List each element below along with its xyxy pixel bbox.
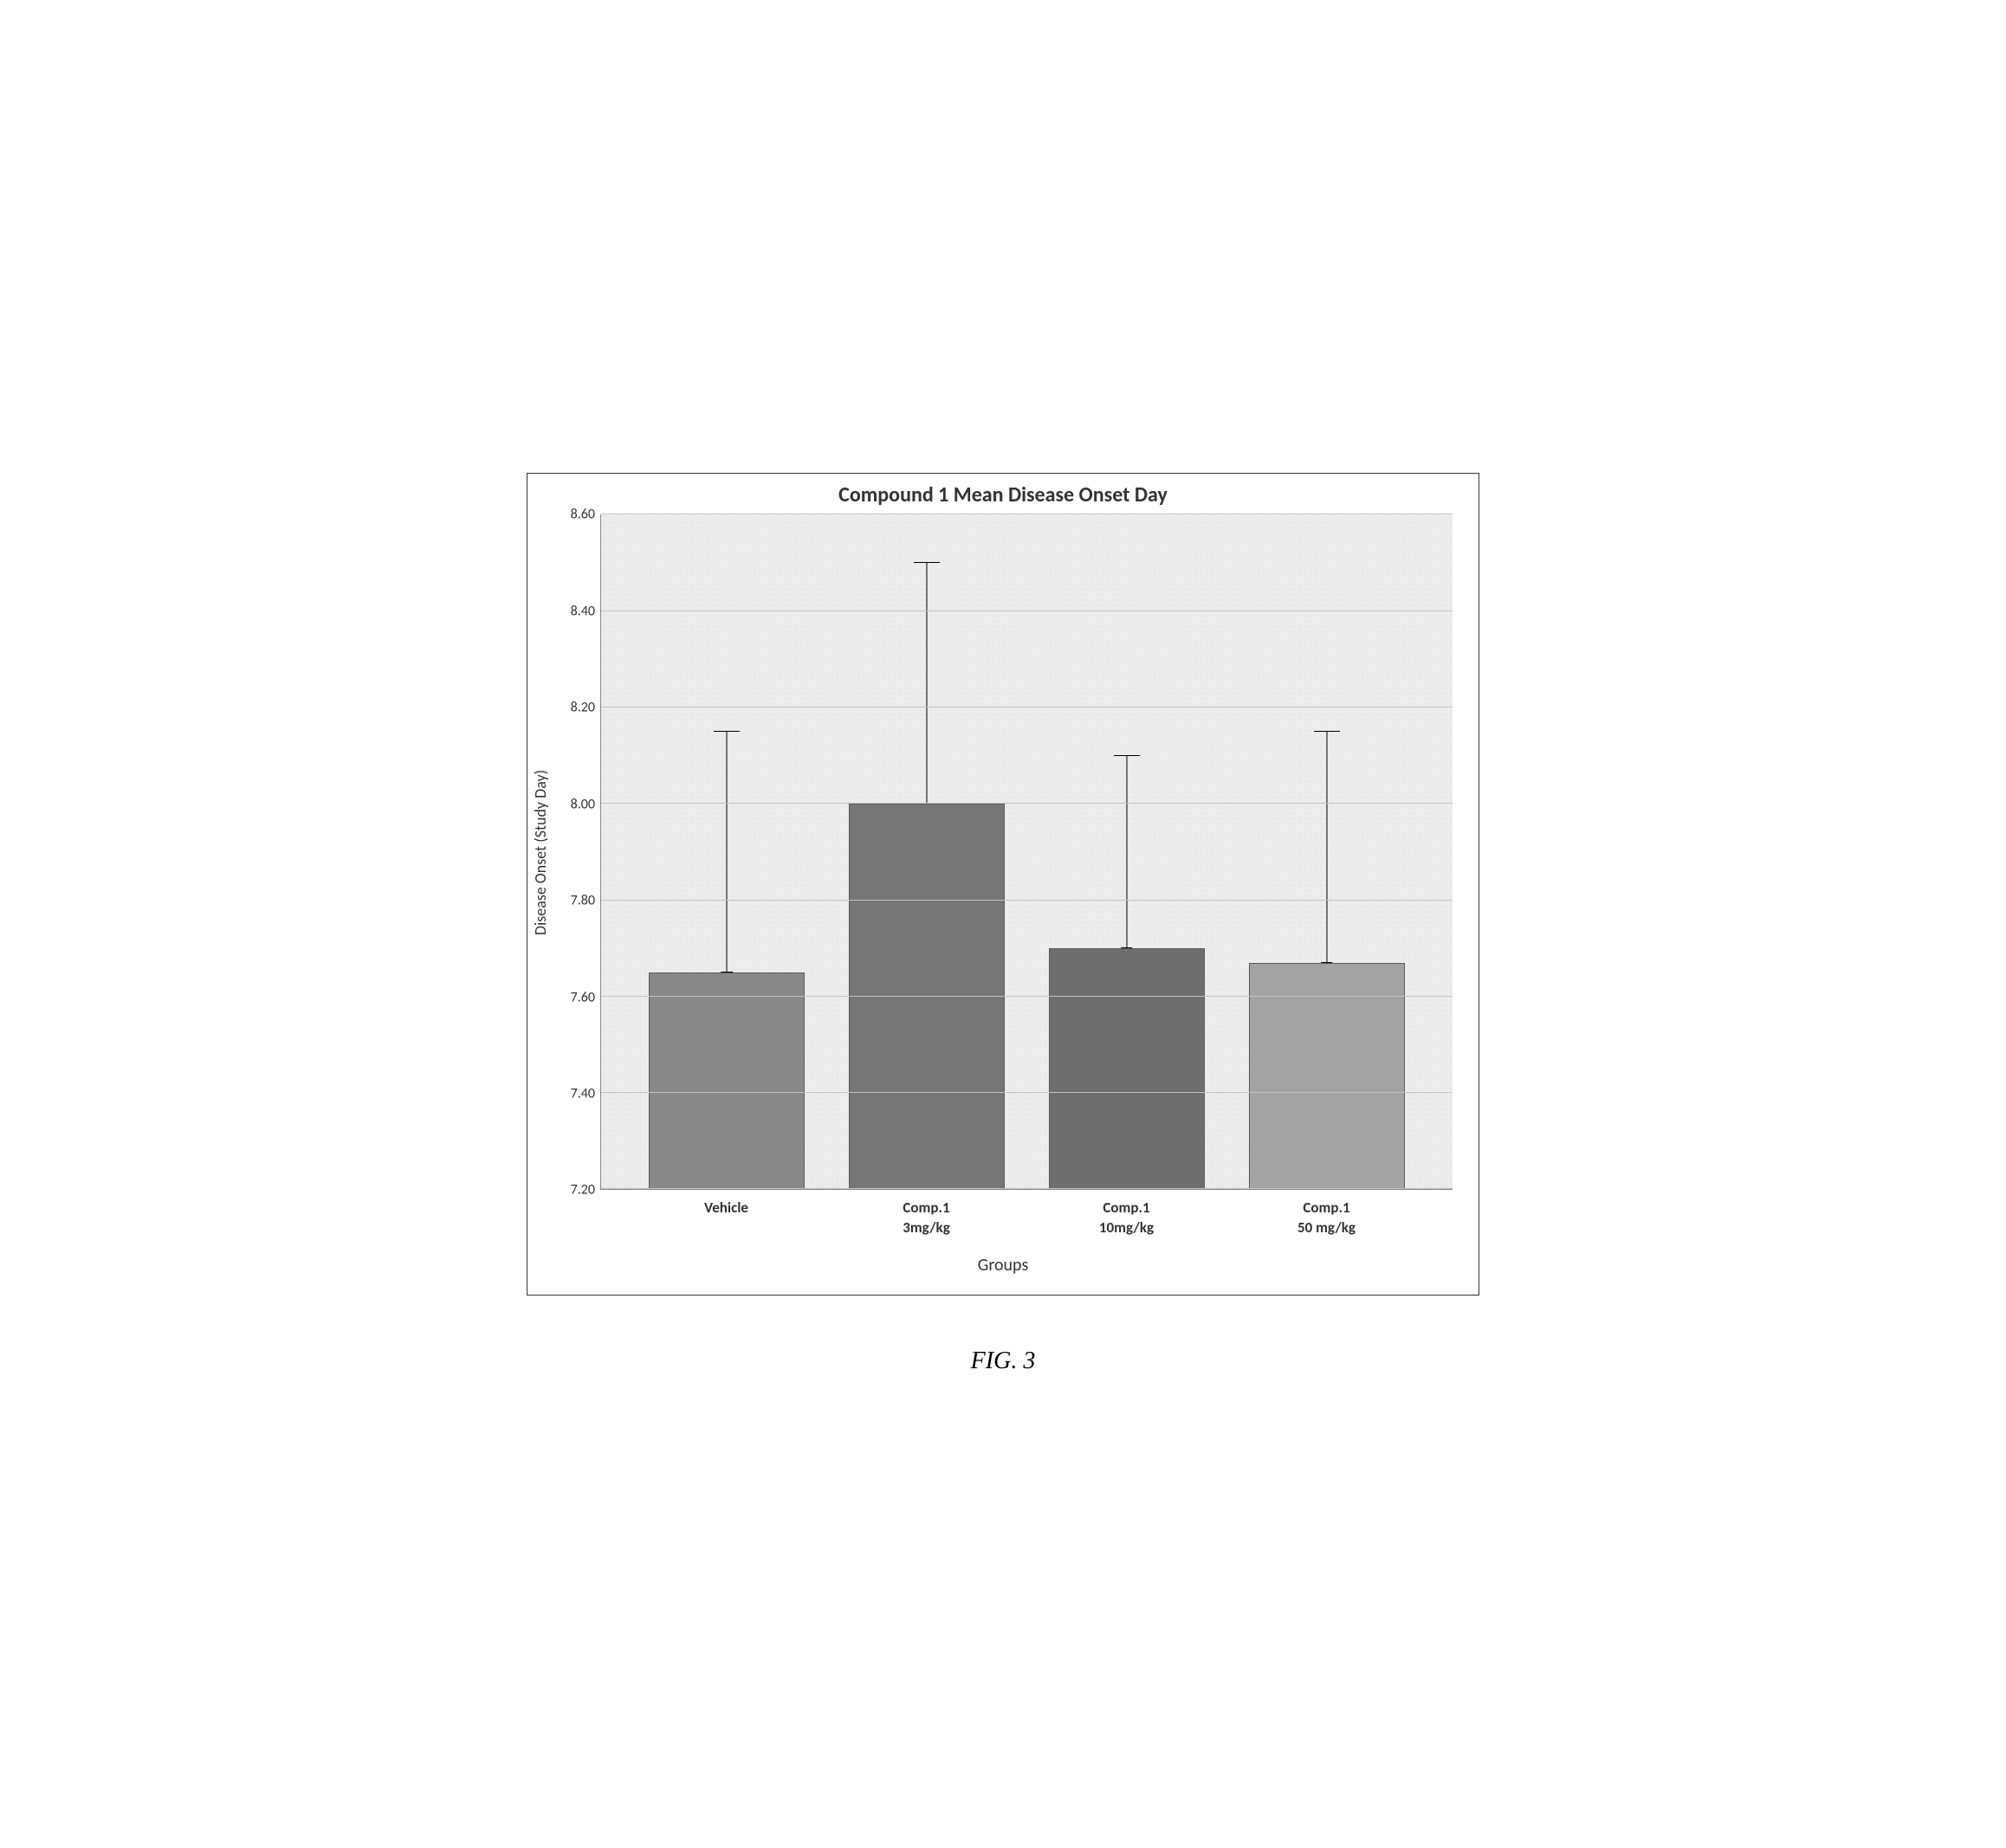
gridline bbox=[601, 900, 1453, 901]
error-cap bbox=[714, 731, 740, 732]
error-bar bbox=[727, 732, 728, 972]
x-tick-label: Comp.110mg/kg bbox=[1026, 1199, 1226, 1237]
bar bbox=[1049, 948, 1205, 1189]
plot-row: Disease Onset (Study Day) 7.207.407.607.… bbox=[527, 514, 1479, 1190]
y-tick-label: 8.40 bbox=[553, 603, 595, 619]
gridline bbox=[601, 996, 1453, 997]
bar-slot bbox=[827, 514, 1027, 1189]
error-cap bbox=[914, 562, 940, 563]
x-axis-ticks: VehicleComp.13mg/kgComp.110mg/kgComp.150… bbox=[600, 1190, 1453, 1242]
x-tick-label: Comp.150 mg/kg bbox=[1226, 1199, 1427, 1237]
y-tick-label: 7.40 bbox=[553, 1085, 595, 1102]
bars-layer bbox=[601, 514, 1453, 1189]
error-base-cap bbox=[1321, 962, 1333, 963]
error-cap bbox=[1314, 731, 1340, 732]
chart-outer: Compound 1 Mean Disease Onset Day Diseas… bbox=[527, 473, 1479, 1295]
y-tick-label: 7.80 bbox=[553, 893, 595, 909]
gridline bbox=[601, 707, 1453, 708]
y-tick-label: 7.60 bbox=[553, 989, 595, 1005]
error-bar bbox=[927, 563, 928, 804]
error-cap bbox=[1114, 755, 1140, 756]
y-tick-label: 8.00 bbox=[553, 796, 595, 812]
x-axis-label: Groups bbox=[527, 1243, 1479, 1295]
bar bbox=[649, 972, 805, 1189]
gridline bbox=[601, 1092, 1453, 1093]
plot-area bbox=[600, 514, 1453, 1190]
y-tick-label: 8.20 bbox=[553, 700, 595, 716]
bar-slot bbox=[1027, 514, 1227, 1189]
error-base-cap bbox=[1121, 947, 1133, 948]
chart-title: Compound 1 Mean Disease Onset Day bbox=[527, 474, 1479, 514]
figure-caption: FIG. 3 bbox=[527, 1347, 1479, 1375]
error-bar bbox=[1126, 756, 1127, 949]
y-tick-label: 7.20 bbox=[553, 1182, 595, 1199]
y-axis-ticks: 7.207.407.607.808.008.208.408.60 bbox=[553, 514, 600, 1190]
y-axis-label: Disease Onset (Study Day) bbox=[527, 514, 553, 1190]
error-bar bbox=[1326, 732, 1327, 963]
gridline bbox=[601, 1188, 1453, 1189]
bar-slot bbox=[627, 514, 827, 1189]
gridline bbox=[601, 803, 1453, 804]
x-tick-label: Vehicle bbox=[626, 1199, 826, 1237]
figure-container: Compound 1 Mean Disease Onset Day Diseas… bbox=[527, 473, 1479, 1374]
bar bbox=[1249, 963, 1405, 1190]
bar-slot bbox=[1226, 514, 1427, 1189]
x-tick-label: Comp.13mg/kg bbox=[826, 1199, 1026, 1237]
y-tick-label: 8.60 bbox=[553, 507, 595, 523]
